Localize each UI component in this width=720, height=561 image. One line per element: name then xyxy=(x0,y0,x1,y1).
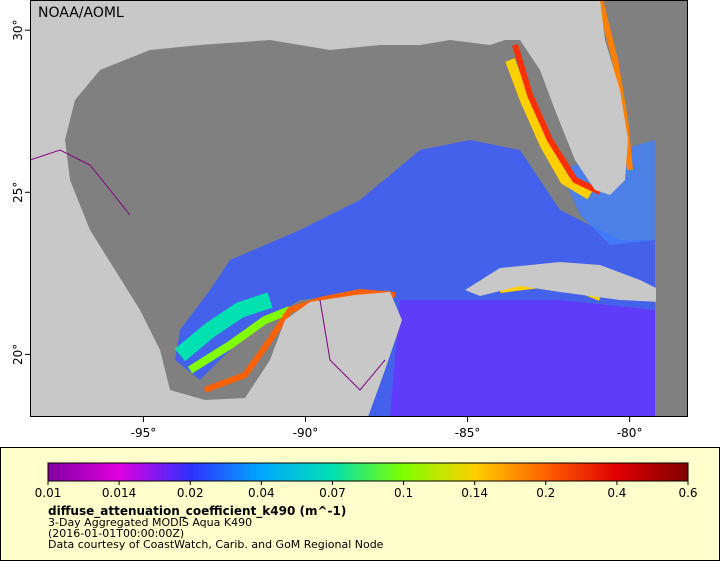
data-band xyxy=(187,306,292,374)
colorbar-tick-label: 0.4 xyxy=(607,486,626,500)
colorbar-tick-label: 0.6 xyxy=(678,486,697,500)
axes: -95° -90° -85° -80° 20° 25° 30° xyxy=(11,20,642,440)
data-band xyxy=(174,292,273,362)
land xyxy=(505,0,628,195)
legend-variable: diffuse_attenuation_coefficient_k490 (m^… xyxy=(48,504,346,519)
land xyxy=(465,262,660,302)
data-band xyxy=(505,58,593,200)
colorbar xyxy=(47,462,689,482)
colorbar-tick-label: 0.01 xyxy=(35,486,62,500)
colorbar-tick-label: 0.07 xyxy=(319,486,346,500)
y-tick-label: 20° xyxy=(11,344,25,365)
legend-line: 3-Day Aggregated MODIS Aqua K490 xyxy=(48,516,252,529)
legend-line: (2016-01-01T00:00:00Z) xyxy=(48,527,184,540)
x-tick-label: -90° xyxy=(293,426,319,440)
x-tick-label: -95° xyxy=(131,426,157,440)
no-data-strip xyxy=(656,0,688,417)
y-tick-label: 30° xyxy=(11,20,25,41)
data-field xyxy=(390,300,655,417)
border xyxy=(30,149,131,216)
y-tick-label: 25° xyxy=(11,182,25,203)
colorbar-tick-label: 0.014 xyxy=(102,486,136,500)
x-tick-label: -85° xyxy=(455,426,481,440)
colorbar-tick-label: 0.04 xyxy=(248,486,275,500)
map-title: NOAA/AOML xyxy=(38,5,124,21)
data-band xyxy=(203,288,396,393)
colorbar-tick-label: 0.02 xyxy=(177,486,204,500)
colorbar-tick-label: 0.2 xyxy=(536,486,555,500)
legend-line: Data courtesy of CoastWatch, Carib. and … xyxy=(48,538,384,551)
colorbar-tick-label: 0.1 xyxy=(394,486,413,500)
frame-border xyxy=(30,0,688,417)
data-band xyxy=(512,44,602,195)
x-tick-label: -80° xyxy=(617,426,643,440)
map-area xyxy=(30,0,688,417)
border xyxy=(319,299,386,391)
colorbar-tick-label: 0.14 xyxy=(461,486,488,500)
land xyxy=(30,0,505,417)
